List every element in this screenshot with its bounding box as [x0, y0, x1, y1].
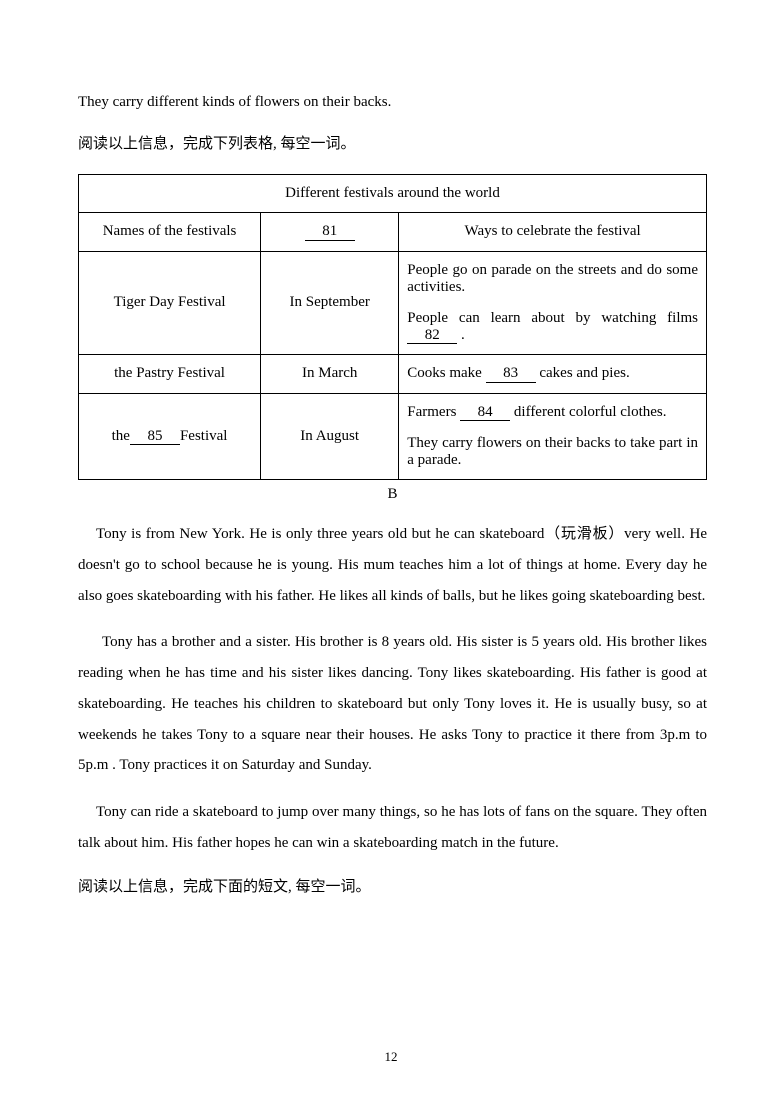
row3-name: the85Festival: [79, 393, 261, 480]
row1-way: People go on parade on the streets and d…: [399, 251, 707, 355]
row3-way-p1: Farmers 84 different colorful clothes.: [407, 404, 698, 422]
passage-p3: Tony can ride a skateboard to jump over …: [78, 797, 707, 859]
intro-line: They carry different kinds of flowers on…: [78, 90, 707, 114]
blank-85: 85: [130, 428, 180, 446]
blank-81: 81: [305, 223, 355, 241]
header-col3: Ways to celebrate the festival: [399, 213, 707, 252]
table-row: the Pastry Festival In March Cooks make …: [79, 355, 707, 394]
row3-way-p2: They carry flowers on their backs to tak…: [407, 435, 698, 469]
row3-way-p1-pre: Farmers: [407, 404, 460, 420]
blank-84: 84: [460, 404, 510, 422]
row2-way-post: cakes and pies.: [536, 365, 630, 381]
page-number: 12: [0, 1049, 782, 1065]
table-row: Tiger Day Festival In September People g…: [79, 251, 707, 355]
passage-p1: Tony is from New York. He is only three …: [78, 519, 707, 611]
row1-name: Tiger Day Festival: [79, 251, 261, 355]
row3-way: Farmers 84 different colorful clothes. T…: [399, 393, 707, 480]
row2-way: Cooks make 83 cakes and pies.: [399, 355, 707, 394]
page: They carry different kinds of flowers on…: [0, 0, 782, 1105]
row2-way-pre: Cooks make: [407, 365, 485, 381]
row3-when: In August: [261, 393, 399, 480]
row1-way-p2-pre: People can learn about by watching films: [407, 310, 698, 326]
row3-way-p1-post: different colorful clothes.: [510, 404, 666, 420]
table-title: Different festivals around the world: [79, 175, 707, 213]
passage-p2: Tony has a brother and a sister. His bro…: [78, 627, 707, 781]
row3-name-pre: the: [112, 428, 130, 444]
festival-table: Different festivals around the world Nam…: [78, 174, 707, 480]
row2-name: the Pastry Festival: [79, 355, 261, 394]
row1-way-p2: People can learn about by watching films…: [407, 310, 698, 345]
instruction-1: 阅读以上信息，完成下列表格, 每空一词。: [78, 132, 707, 156]
table-row: the85Festival In August Farmers 84 diffe…: [79, 393, 707, 480]
blank-83: 83: [486, 365, 536, 383]
row1-way-p1: People go on parade on the streets and d…: [407, 262, 698, 296]
table-header-row: Names of the festivals 81 Ways to celebr…: [79, 213, 707, 252]
blank-82: 82: [407, 327, 457, 345]
row1-way-p2-post: .: [457, 327, 465, 343]
header-col2: 81: [261, 213, 399, 252]
row2-when: In March: [261, 355, 399, 394]
table-title-row: Different festivals around the world: [79, 175, 707, 213]
header-col1: Names of the festivals: [79, 213, 261, 252]
section-b-label: B: [78, 486, 707, 503]
instruction-2: 阅读以上信息，完成下面的短文, 每空一词。: [78, 875, 707, 899]
row3-name-post: Festival: [180, 428, 228, 444]
row1-when: In September: [261, 251, 399, 355]
